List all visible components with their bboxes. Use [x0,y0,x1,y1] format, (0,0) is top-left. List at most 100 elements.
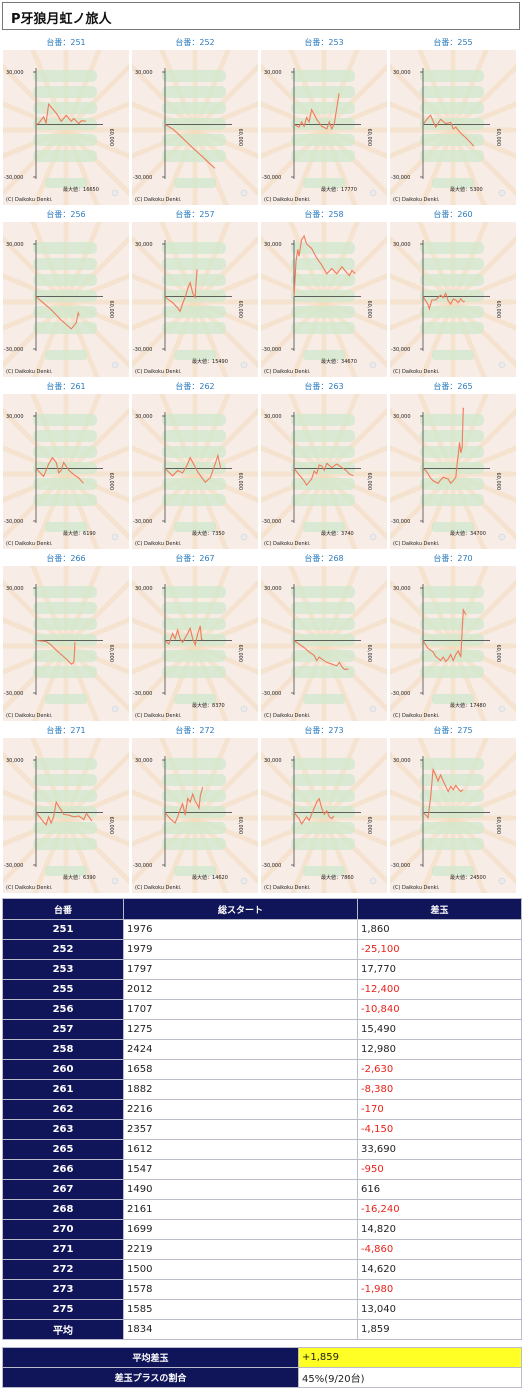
series-line [422,767,464,820]
max-value-label: 最大値：7350 [192,530,225,537]
x-axis-right-label: 60,000 [108,817,114,835]
chart-plot-area: 30,000 -30,000 60,000 (C) Daikoku Denki. 最大値… [261,222,387,377]
max-value: 3740 [341,531,354,537]
chart-tile-label[interactable]: 台番：268 [304,554,344,563]
cell-total-start: 2216 [123,1099,358,1120]
chart-plot-area: 30,000 -30,000 60,000 (C) Daikoku Denki. [261,566,387,721]
table-row: 275 1585 13,040 [2,1299,522,1320]
series-line [164,124,216,169]
series-line [293,640,349,670]
chart-tile-label[interactable]: 台番：263 [304,382,344,391]
circle-icon [240,189,248,197]
chart-tile: 台番：256 30,000 -30,000 60,000 (C) Daikoku Den… [3,208,129,378]
line-chart: 30,000 -30,000 60,000 (C) Daikoku Denki. 最大値… [132,394,258,549]
max-value-prefix: 最大値： [450,874,470,881]
cell-total-start: 1547 [123,1159,358,1180]
copyright-text: (C) Daikoku Denki. [264,713,311,719]
x-axis-right-label: 60,000 [366,473,372,491]
max-value-prefix: 最大値： [321,358,341,365]
line-chart: 30,000 -30,000 60,000 (C) Daikoku Denki. 最大値… [261,394,387,549]
max-value-label: 最大値：15490 [192,358,228,365]
cell-machine-number: 平均 [2,1319,124,1340]
circle-icon [240,705,248,713]
x-axis-right-label: 60,000 [366,301,372,319]
cell-difference: 12,980 [357,1039,522,1060]
series-line [164,453,222,484]
chart-plot-area: 30,000 -30,000 60,000 (C) Daikoku Denki. 最大値… [390,566,516,721]
chart-tile-label[interactable]: 台番：252 [175,38,215,47]
y-axis-top-label: 30,000 [393,70,411,76]
chart-tile-label[interactable]: 台番：256 [46,210,86,219]
y-axis-bottom-label: -30,000 [133,175,152,181]
chart-tile-label[interactable]: 台番：275 [433,726,473,735]
y-axis-bottom-label: -30,000 [391,175,410,181]
chart-tile-label[interactable]: 台番：272 [175,726,215,735]
cell-total-start: 1585 [123,1299,358,1320]
chart-tile-label[interactable]: 台番：258 [304,210,344,219]
chart-tile-label[interactable]: 台番：261 [46,382,86,391]
y-axis-top-label: 30,000 [6,414,24,420]
table-row: 253 1797 17,770 [2,959,522,980]
chart-tile-label[interactable]: 台番：271 [46,726,86,735]
chart-tile-label[interactable]: 台番：266 [46,554,86,563]
chart-tile-label[interactable]: 台番：253 [304,38,344,47]
machine-watermark-image [291,70,355,188]
chart-tile-label[interactable]: 台番：267 [175,554,215,563]
x-axis-right-label: 60,000 [108,129,114,147]
machine-watermark-image [291,586,355,704]
max-value-prefix: 最大値： [321,874,341,881]
y-axis-top-label: 30,000 [264,414,282,420]
machine-watermark-image [420,586,484,704]
chart-plot-area: 30,000 -30,000 60,000 (C) Daikoku Denki. [390,222,516,377]
copyright-text: (C) Daikoku Denki. [135,369,182,375]
chart-tile-label[interactable]: 台番：265 [433,382,473,391]
line-chart: 30,000 -30,000 60,000 (C) Daikoku Denki. 最大値… [390,50,516,205]
y-axis-bottom-label: -30,000 [133,519,152,525]
chart-tile-label[interactable]: 台番：255 [433,38,473,47]
max-value-prefix: 最大値： [192,874,212,881]
chart-tile: 台番：255 30,000 -30,000 60,000 (C) Daikoku Den… [390,36,516,206]
cell-machine-number: 255 [2,979,124,1000]
line-chart: 30,000 -30,000 60,000 (C) Daikoku Denki. 最大値… [261,738,387,893]
cell-machine-number: 267 [2,1179,124,1200]
chart-tile-label[interactable]: 台番：251 [46,38,86,47]
circle-icon [111,189,119,197]
cell-machine-number: 260 [2,1059,124,1080]
chart-tile-label[interactable]: 台番：273 [304,726,344,735]
line-chart: 30,000 -30,000 60,000 (C) Daikoku Denki. 最大値… [390,394,516,549]
chart-tile-label[interactable]: 台番：270 [433,554,473,563]
chart-tile-label[interactable]: 台番：262 [175,382,215,391]
table-row: 265 1612 33,690 [2,1139,522,1160]
table-row: 252 1979 -25,100 [2,939,522,960]
chart-tile-label[interactable]: 台番：260 [433,210,473,219]
max-value: 8370 [212,703,225,709]
max-value-prefix: 最大値： [192,358,212,365]
circle-icon [369,189,377,197]
chart-tile: 台番：266 30,000 -30,000 60,000 (C) Daikoku Den… [3,552,129,722]
y-axis-top-label: 30,000 [264,758,282,764]
copyright-text: (C) Daikoku Denki. [393,713,440,719]
chart-plot-area: 30,000 -30,000 60,000 (C) Daikoku Denki. 最大値… [390,738,516,893]
table-row: 256 1707 -10,840 [2,999,522,1020]
y-axis-top-label: 30,000 [135,758,153,764]
copyright-text: (C) Daikoku Denki. [393,197,440,203]
summary-average-value: +1,859 [298,1347,522,1368]
circle-icon [498,705,506,713]
cell-machine-number: 252 [2,939,124,960]
table-row: 257 1275 15,490 [2,1019,522,1040]
x-axis-right-label: 60,000 [108,473,114,491]
chart-tile: 台番：263 30,000 -30,000 60,000 (C) Daikoku Den… [261,380,387,550]
machine-watermark-image [420,758,484,876]
cell-machine-number: 272 [2,1259,124,1280]
chart-plot-area: 30,000 -30,000 60,000 (C) Daikoku Denki. 最大値… [390,394,516,549]
table-row: 260 1658 -2,630 [2,1059,522,1080]
cell-machine-number: 273 [2,1279,124,1300]
chart-tile-label[interactable]: 台番：257 [175,210,215,219]
line-chart: 30,000 -30,000 60,000 (C) Daikoku Denki. 最大値… [132,738,258,893]
summary-row-ratio: 差玉プラスの割合 45%(9/20台) [2,1367,522,1388]
summary-table: 平均差玉 +1,859 差玉プラスの割合 45%(9/20台) [2,1347,522,1388]
circle-icon [111,361,119,369]
y-axis-bottom-label: -30,000 [262,691,281,697]
x-axis-right-label: 60,000 [237,817,243,835]
y-axis-top-label: 30,000 [6,70,24,76]
